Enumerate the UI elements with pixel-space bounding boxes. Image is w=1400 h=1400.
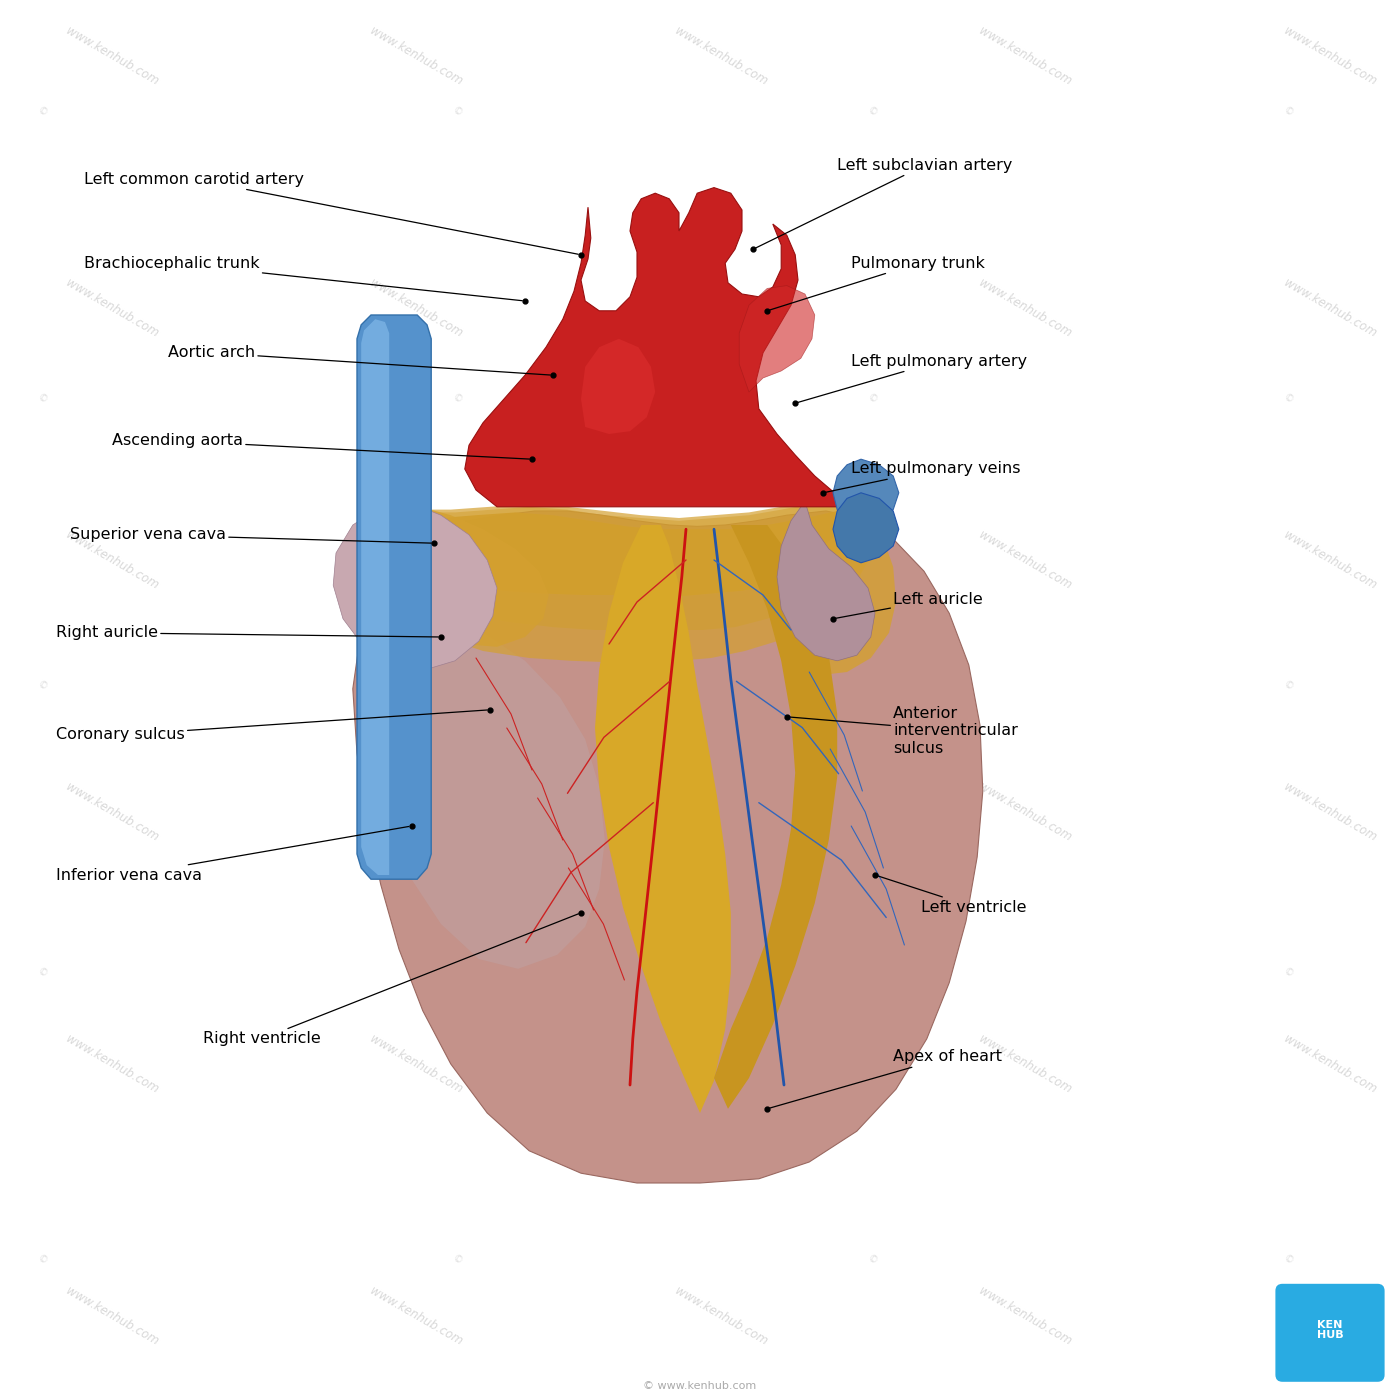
Text: www.kenhub.com: www.kenhub.com (672, 24, 770, 88)
Polygon shape (375, 501, 875, 630)
Polygon shape (595, 525, 731, 1113)
Text: www.kenhub.com: www.kenhub.com (1281, 24, 1379, 88)
Text: Inferior vena cava: Inferior vena cava (56, 826, 409, 882)
Text: Left ventricle: Left ventricle (878, 876, 1026, 914)
Text: ©: © (867, 392, 879, 406)
Polygon shape (777, 501, 875, 661)
Text: Coronary sulcus: Coronary sulcus (56, 710, 487, 742)
Text: Apex of heart: Apex of heart (770, 1050, 1002, 1107)
Text: www.kenhub.com: www.kenhub.com (672, 276, 770, 340)
Text: ©: © (35, 392, 49, 406)
Text: Left pulmonary artery: Left pulmonary artery (798, 354, 1028, 402)
Text: www.kenhub.com: www.kenhub.com (1281, 1284, 1379, 1348)
Text: www.kenhub.com: www.kenhub.com (63, 24, 161, 88)
Text: www.kenhub.com: www.kenhub.com (63, 528, 161, 592)
Text: www.kenhub.com: www.kenhub.com (1281, 276, 1379, 340)
Text: Left pulmonary veins: Left pulmonary veins (826, 462, 1021, 493)
Polygon shape (353, 511, 983, 1183)
Text: ©: © (451, 392, 463, 406)
Polygon shape (367, 504, 549, 647)
Polygon shape (778, 507, 896, 675)
Polygon shape (361, 319, 389, 875)
Polygon shape (392, 511, 868, 596)
Text: Pulmonary trunk: Pulmonary trunk (770, 256, 986, 309)
Text: www.kenhub.com: www.kenhub.com (368, 1284, 465, 1348)
Polygon shape (739, 286, 815, 392)
Text: Ascending aorta: Ascending aorta (112, 434, 529, 459)
Text: www.kenhub.com: www.kenhub.com (368, 780, 465, 844)
Text: ©: © (867, 105, 879, 119)
Text: ©: © (867, 966, 879, 980)
Text: Right ventricle: Right ventricle (203, 914, 578, 1046)
Text: ©: © (35, 105, 49, 119)
Polygon shape (361, 490, 885, 662)
Text: www.kenhub.com: www.kenhub.com (977, 1284, 1074, 1348)
Text: www.kenhub.com: www.kenhub.com (368, 24, 465, 88)
Text: Superior vena cava: Superior vena cava (70, 528, 431, 543)
Text: www.kenhub.com: www.kenhub.com (977, 1032, 1074, 1096)
Text: © www.kenhub.com: © www.kenhub.com (644, 1380, 756, 1392)
Text: KEN
HUB: KEN HUB (1316, 1320, 1344, 1340)
Text: ©: © (35, 966, 49, 980)
Text: ©: © (1281, 105, 1295, 119)
Text: Left auricle: Left auricle (836, 592, 983, 619)
Polygon shape (465, 188, 875, 507)
Text: ©: © (451, 105, 463, 119)
Text: Left common carotid artery: Left common carotid artery (84, 172, 578, 255)
Text: ©: © (451, 1253, 463, 1267)
Text: Aortic arch: Aortic arch (168, 346, 550, 375)
Text: www.kenhub.com: www.kenhub.com (977, 528, 1074, 592)
Polygon shape (357, 532, 605, 969)
Text: ©: © (35, 1253, 49, 1267)
Text: www.kenhub.com: www.kenhub.com (368, 276, 465, 340)
Text: www.kenhub.com: www.kenhub.com (977, 24, 1074, 88)
Text: ©: © (1281, 1253, 1295, 1267)
Text: www.kenhub.com: www.kenhub.com (672, 1284, 770, 1348)
Text: ©: © (35, 679, 49, 693)
Text: ©: © (451, 966, 463, 980)
Text: www.kenhub.com: www.kenhub.com (63, 276, 161, 340)
Text: Brachiocephalic trunk: Brachiocephalic trunk (84, 256, 522, 301)
Text: www.kenhub.com: www.kenhub.com (1281, 780, 1379, 844)
Text: www.kenhub.com: www.kenhub.com (977, 780, 1074, 844)
Text: Anterior
interventricular
sulcus: Anterior interventricular sulcus (790, 706, 1018, 756)
Text: ©: © (451, 679, 463, 693)
Text: www.kenhub.com: www.kenhub.com (977, 276, 1074, 340)
Text: www.kenhub.com: www.kenhub.com (63, 1032, 161, 1096)
Text: www.kenhub.com: www.kenhub.com (368, 1032, 465, 1096)
Text: www.kenhub.com: www.kenhub.com (1281, 528, 1379, 592)
Text: www.kenhub.com: www.kenhub.com (63, 1284, 161, 1348)
Text: www.kenhub.com: www.kenhub.com (368, 528, 465, 592)
Text: ©: © (867, 1253, 879, 1267)
Polygon shape (333, 504, 497, 669)
Polygon shape (357, 315, 431, 879)
Text: www.kenhub.com: www.kenhub.com (63, 780, 161, 844)
Text: www.kenhub.com: www.kenhub.com (1281, 1032, 1379, 1096)
Text: www.kenhub.com: www.kenhub.com (672, 1032, 770, 1096)
Polygon shape (833, 459, 899, 525)
Text: www.kenhub.com: www.kenhub.com (672, 528, 770, 592)
Text: Left subclavian artery: Left subclavian artery (756, 158, 1012, 248)
Polygon shape (581, 339, 655, 434)
Polygon shape (833, 493, 899, 563)
Text: ©: © (867, 679, 879, 693)
Text: Right auricle: Right auricle (56, 626, 438, 640)
Text: ©: © (1281, 679, 1295, 693)
Polygon shape (714, 525, 837, 1109)
Text: www.kenhub.com: www.kenhub.com (672, 780, 770, 844)
Text: ©: © (1281, 392, 1295, 406)
Text: ©: © (1281, 966, 1295, 980)
FancyBboxPatch shape (1275, 1284, 1385, 1382)
